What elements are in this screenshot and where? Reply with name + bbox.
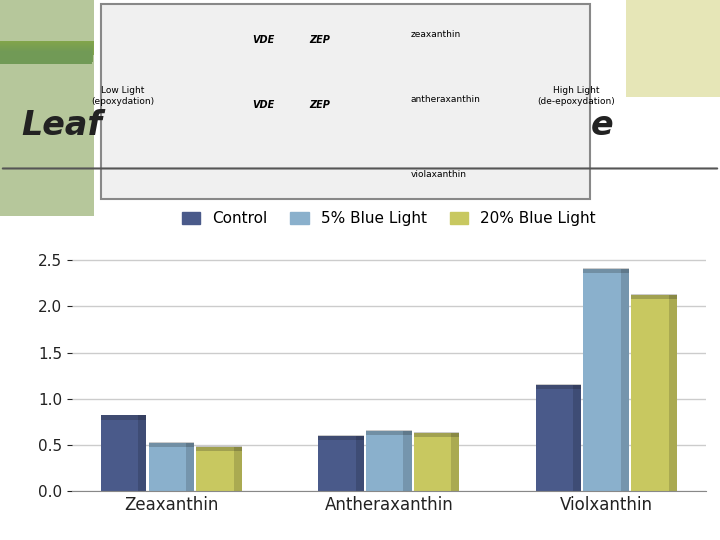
Bar [0,48,93,61]
Bar [0,43,94,56]
Bar [148,442,194,448]
Bar [0,42,94,55]
Bar [583,269,629,491]
Text: VDE: VDE [252,100,274,110]
Text: antheraxanthin: antheraxanthin [410,94,480,104]
Bar [631,295,677,491]
Bar [631,294,677,299]
Bar [101,415,146,420]
Bar [573,385,581,491]
Text: Low Light
(epoxydation): Low Light (epoxydation) [91,86,154,106]
Text: Leaf: Leaf [22,109,102,142]
Bar [0,49,92,62]
Bar [536,384,581,389]
Bar [356,436,364,491]
Text: zeaxanthin: zeaxanthin [410,30,461,39]
Text: ZEP: ZEP [310,100,330,110]
Bar [0,0,94,216]
Bar [0,42,94,55]
Bar [0,41,94,54]
Bar [0,45,93,58]
Bar [669,295,677,491]
Bar [318,436,364,491]
Text: VDE: VDE [252,35,274,45]
Bar [451,433,459,491]
Bar [0,51,92,64]
Bar [0,45,93,58]
Text: e: e [590,109,613,142]
Bar [0,51,92,64]
Bar [414,433,459,491]
Bar [536,385,581,491]
Bar [138,415,146,491]
Bar [148,443,194,491]
Bar [318,435,364,440]
Bar [197,447,242,491]
Bar [0,50,92,63]
Text: ZEP: ZEP [310,35,330,45]
Bar [0,48,93,60]
Legend: Control, 5% Blue Light, 20% Blue Light: Control, 5% Blue Light, 20% Blue Light [181,211,596,226]
Bar [0,43,94,56]
Bar [0,44,94,57]
Bar [626,0,720,97]
Bar [414,432,459,437]
Bar [403,431,412,491]
Bar [0,46,93,59]
Bar [0,49,93,62]
Bar [0,47,93,60]
Bar [0,46,93,59]
Bar [186,443,194,491]
Bar [0,50,92,63]
Text: High Light
(de-epoxydation): High Light (de-epoxydation) [537,86,615,106]
FancyBboxPatch shape [101,4,590,199]
Bar [366,431,412,491]
Bar [101,415,146,491]
Bar [583,268,629,273]
Bar [234,447,242,491]
Text: violaxanthin: violaxanthin [410,170,467,179]
Bar [197,446,242,451]
Bar [621,269,629,491]
Bar [366,430,412,435]
Bar [0,44,93,57]
